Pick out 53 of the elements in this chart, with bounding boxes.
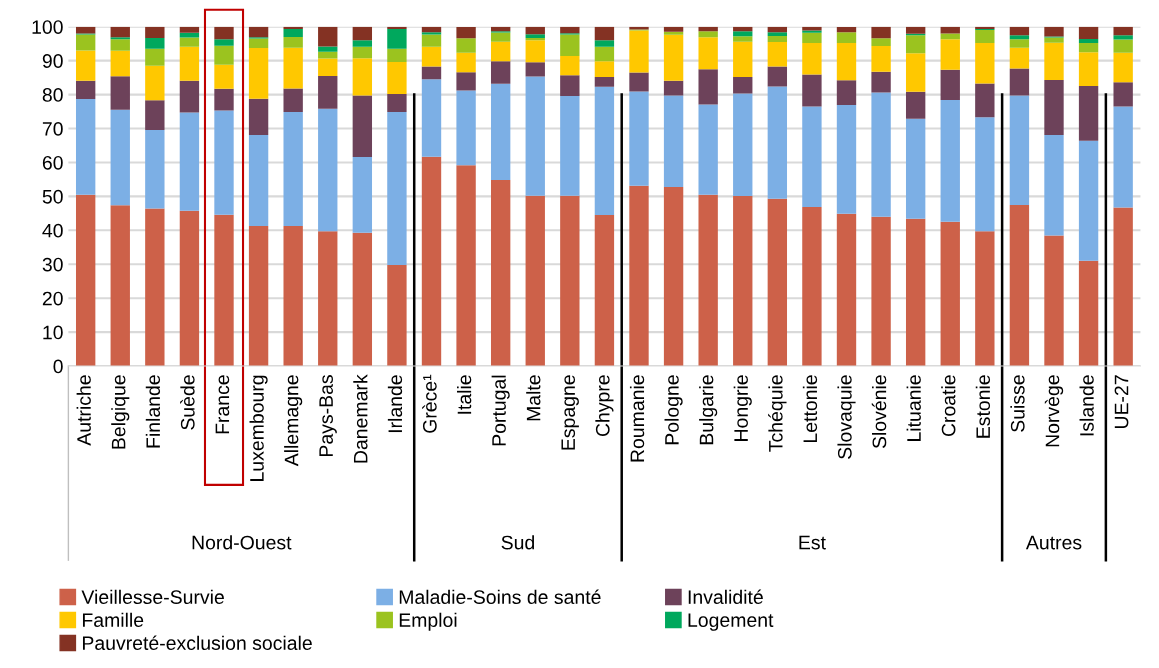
text: Est — [799, 535, 826, 550]
x-tick-label: Roumanie — [629, 375, 645, 462]
legend-label: Famille — [82, 612, 144, 628]
legend-label: Invalidité — [688, 589, 763, 605]
x-tick-label: Danemark — [353, 374, 368, 463]
y-tick-label: 20 — [42, 291, 63, 306]
x-tick-label: Bulgarie — [699, 375, 718, 445]
x-tick-label: Luxembourg — [249, 375, 268, 481]
x-tick-label: Allemagne — [284, 375, 303, 467]
x-tick-label: Lituanie — [906, 375, 921, 441]
x-tick-label: Italie — [457, 375, 472, 414]
x-tick-label: Grèce¹ — [422, 374, 437, 433]
y-tick-label: 30 — [42, 257, 63, 272]
x-tick-label: Slovénie — [871, 375, 887, 449]
x-tick-label: Pologne — [664, 375, 683, 445]
x-tick-label: Suisse — [1010, 375, 1025, 432]
x-tick-label: Croatie — [941, 375, 956, 437]
x-tick-label: Espagne — [561, 375, 579, 450]
x-tick-label: France — [215, 375, 230, 434]
x-tick-label: Chypre — [595, 375, 614, 437]
y-tick-label: 10 — [43, 325, 63, 340]
x-tick-label: Autriche — [76, 375, 91, 446]
x-tick-label: UE-27 — [1114, 375, 1129, 429]
x-tick-label: Hongrie — [733, 375, 752, 441]
x-tick-label: Norvège — [1044, 375, 1064, 447]
text: Autres — [1025, 535, 1082, 550]
x-tick-label: Estonie — [975, 375, 991, 438]
x-tick-label: Malte — [526, 375, 541, 421]
x-tick-label: Belgique — [111, 375, 130, 449]
x-tick-label: Tchéquie — [768, 375, 787, 452]
x-tick-label: Pays-Bas — [319, 375, 337, 457]
x-tick-label: Irlande — [387, 375, 403, 433]
x-tick-label: Portugal — [491, 375, 510, 446]
x-tick-label: Lettonie — [802, 375, 818, 442]
x-tick-label: Finlande — [145, 375, 161, 448]
y-tick-label: 90 — [42, 54, 63, 68]
x-tick-label: Slovaquie — [837, 375, 856, 459]
text: Nord-Ouest — [192, 535, 292, 550]
y-tick-label: 50 — [42, 189, 63, 204]
y-tick-label: 60 — [42, 155, 63, 170]
y-tick-label: 70 — [42, 121, 63, 136]
legend-label: Emploi — [399, 612, 457, 631]
x-tick-label: Suède — [180, 375, 195, 430]
y-tick-label: 0 — [53, 359, 63, 374]
legend-label: Logement — [688, 613, 774, 631]
y-tick-label: 40 — [42, 223, 63, 238]
legend-label: Vieillesse-Survie — [81, 589, 224, 605]
legend-label: Pauvreté-exclusion sociale — [82, 635, 312, 650]
x-tick-label: Islande — [1079, 375, 1094, 436]
y-tick-label: 80 — [42, 88, 63, 102]
legend-label: Maladie-Soins de santé — [399, 589, 601, 605]
text: Sud — [501, 535, 535, 550]
y-tick-label: 100 — [32, 20, 63, 34]
